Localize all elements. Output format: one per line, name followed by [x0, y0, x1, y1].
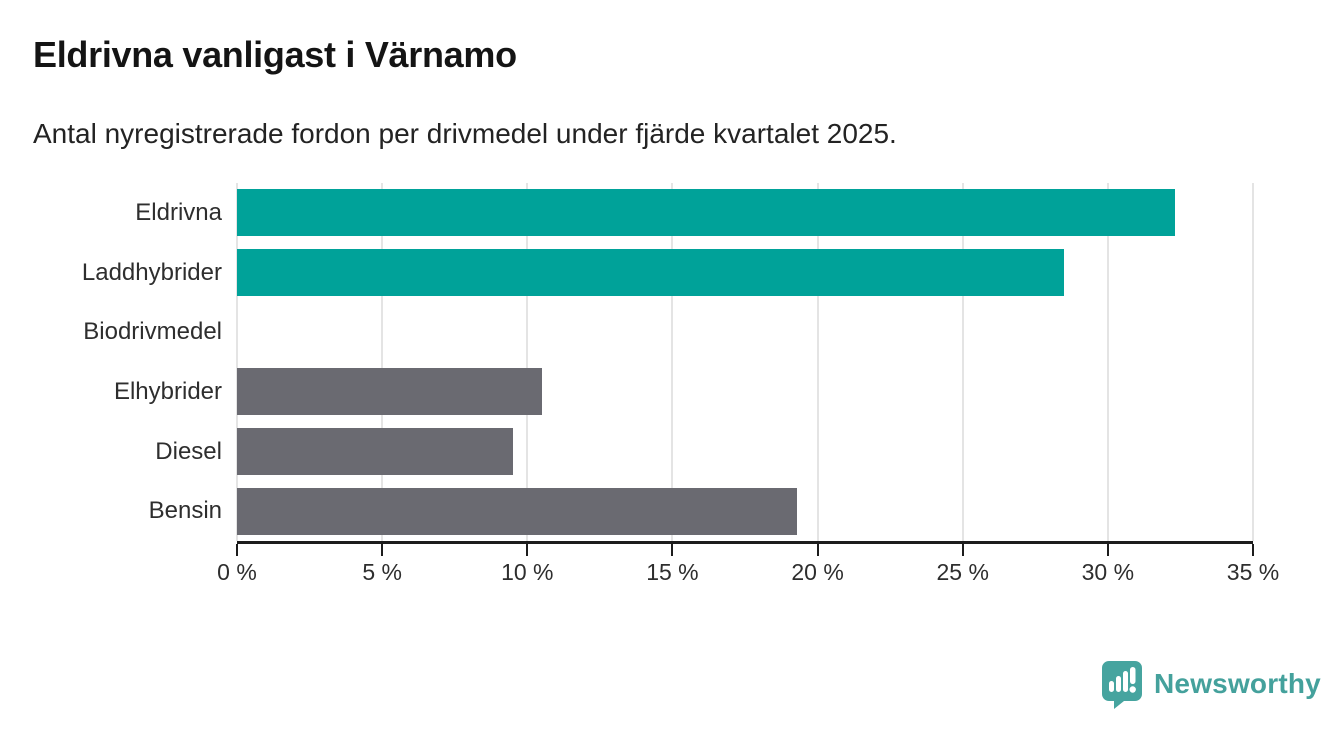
x-axis-tick-label: 5 % [362, 559, 402, 585]
bar-row [237, 183, 1253, 243]
newsworthy-logo-icon [1102, 661, 1142, 709]
x-axis-tick [961, 544, 964, 556]
gridline [236, 183, 238, 541]
category-label: Bensin [148, 497, 222, 525]
category-label: Biodrivmedel [83, 318, 222, 346]
bar-eldrivna [237, 189, 1175, 237]
bar-rows [237, 183, 1253, 541]
bar-diesel [237, 428, 513, 476]
gridline [671, 183, 674, 541]
bar-row [237, 362, 1253, 422]
gridline [1106, 183, 1109, 541]
x-axis-tick [671, 544, 674, 556]
gridline [961, 183, 964, 541]
x-axis-tick [526, 544, 529, 556]
category-label: Eldrivna [135, 198, 222, 226]
gridline [816, 183, 819, 541]
bar-bensin [237, 487, 798, 535]
category-axis-labels: Eldrivna Laddhybrider Biodrivmedel Elhybrid… [0, 183, 222, 541]
x-axis-tick [381, 544, 384, 556]
gridline [381, 183, 384, 541]
newsworthy-logo: Newsworthy [1100, 659, 1321, 709]
category-label: Diesel [155, 437, 222, 465]
chart-title: Eldrivna vanligast i Värnamo [33, 34, 517, 75]
newsworthy-logo-text: Newsworthy [1154, 668, 1321, 699]
x-axis-tick-label: 0 % [217, 559, 257, 585]
x-axis-tick [236, 544, 238, 556]
bar-row [237, 422, 1253, 482]
chart-subtitle: Antal nyregistrerade fordon per drivmede… [33, 118, 897, 149]
x-axis-tick [1106, 544, 1109, 556]
x-axis-tick [816, 544, 819, 556]
bar-row [237, 481, 1253, 541]
x-axis-tick-label: 20 % [791, 559, 844, 585]
bar-row [237, 243, 1253, 303]
category-label: Elhybrider [113, 377, 222, 405]
bar-elhybrider [237, 368, 542, 416]
x-axis-tick-label: 25 % [936, 559, 989, 585]
x-axis-tick [1252, 544, 1254, 556]
category-label: Laddhybrider [81, 258, 222, 286]
x-axis-tick-label: 15 % [646, 559, 699, 585]
gridline [526, 183, 529, 541]
x-axis-tick-label: 10 % [501, 559, 554, 585]
bar-chart-plot-area: 0 % 5 % 10 % 15 % 20 % 25 % 30 % 35 % [217, 183, 1279, 585]
bar-laddhybrider [237, 249, 1065, 296]
x-axis-tick-label: 30 % [1081, 559, 1135, 585]
gridline [1252, 183, 1254, 541]
bar-row [237, 302, 1253, 362]
x-axis-tick-label: 35 % [1226, 559, 1280, 585]
